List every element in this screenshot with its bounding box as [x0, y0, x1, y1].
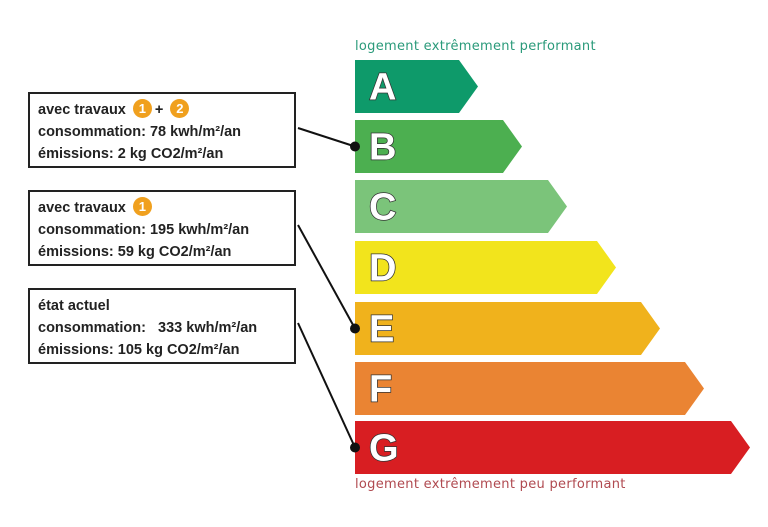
step-badge: 1: [132, 197, 152, 216]
energy-bar-F: [355, 362, 704, 415]
step-badge: 1: [132, 99, 152, 118]
scenario-title: avec travaux: [38, 102, 126, 118]
connector-dot: [350, 442, 360, 453]
scenario-title: état actuel: [38, 298, 110, 314]
energy-bar-E: [355, 302, 660, 355]
scenario-box-current: état actuel consommation: 333 kwh/m²/an …: [28, 288, 296, 364]
consumption: consommation: 195 kwh/m²/an: [38, 222, 250, 238]
step-badge: 2: [170, 99, 190, 118]
scenario-title: avec travaux: [38, 200, 126, 216]
connector-line: [297, 127, 356, 148]
energy-letter-F: F: [369, 369, 392, 411]
energy-bar-D: [355, 241, 616, 294]
emissions: émissions: 59 kg CO2/m²/an: [38, 244, 232, 260]
connector-line: [297, 224, 356, 329]
energy-letter-E: E: [369, 309, 394, 351]
emissions: émissions: 2 kg CO2/m²/an: [38, 146, 224, 162]
top-caption: logement extrêmement performant: [355, 39, 596, 54]
connector-line: [297, 322, 356, 448]
scenario-box-works-1: avec travaux 1 consommation: 195 kwh/m²/…: [28, 190, 296, 266]
energy-letter-G: G: [369, 428, 399, 470]
energy-bar-B: [355, 120, 522, 173]
connector-dot: [350, 141, 360, 152]
energy-bar-C: [355, 180, 567, 233]
energy-letter-A: A: [369, 67, 396, 109]
emissions: émissions: 105 kg CO2/m²/an: [38, 342, 240, 358]
energy-letter-C: C: [369, 187, 396, 229]
plus-sign: +: [154, 102, 164, 118]
energy-letter-D: D: [369, 248, 396, 290]
scenario-box-works-1-2: avec travaux 1 + 2 consommation: 78 kwh/m…: [28, 92, 296, 168]
energy-bar-A: [355, 60, 478, 113]
energy-bar-G: [355, 421, 750, 474]
bottom-caption: logement extrêmement peu performant: [355, 477, 626, 492]
energy-letter-B: B: [369, 127, 396, 169]
connector-dot: [350, 323, 360, 334]
consumption: consommation: 333 kwh/m²/an: [38, 320, 258, 336]
consumption: consommation: 78 kwh/m²/an: [38, 124, 242, 140]
